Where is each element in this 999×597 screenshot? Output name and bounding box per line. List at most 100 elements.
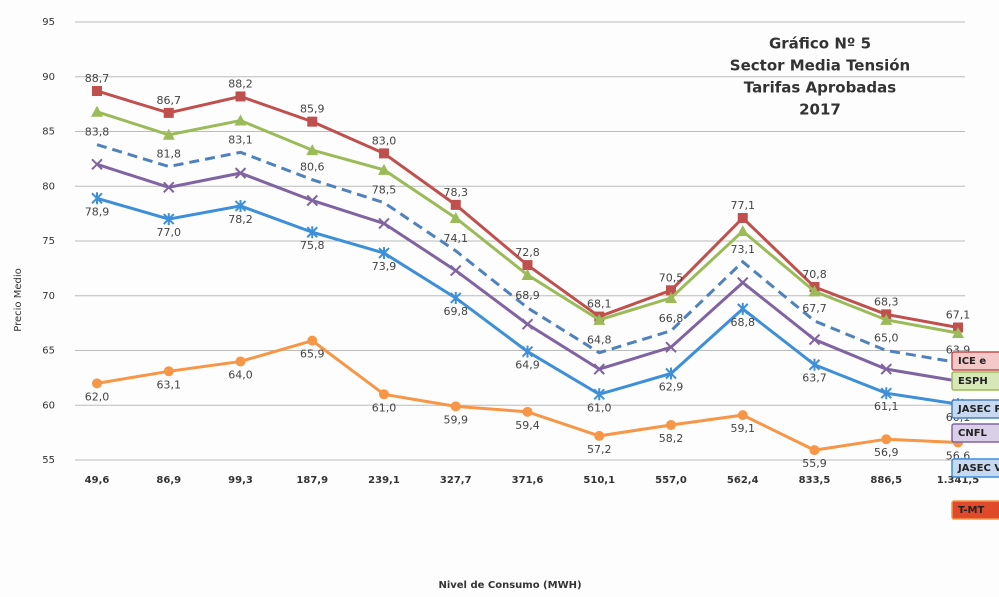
data-label: 62,9 bbox=[659, 380, 684, 393]
data-label: 83,8 bbox=[85, 126, 110, 139]
y-tick-label: 55 bbox=[42, 455, 55, 466]
marker bbox=[665, 341, 677, 353]
data-label: 65,9 bbox=[300, 348, 325, 361]
marker bbox=[162, 128, 175, 140]
marker bbox=[665, 367, 677, 380]
marker bbox=[737, 302, 749, 315]
marker bbox=[92, 378, 102, 389]
data-label: 61,0 bbox=[587, 401, 612, 414]
x-tick-label: 99,3 bbox=[228, 475, 253, 486]
data-label: 59,1 bbox=[731, 422, 756, 435]
marker bbox=[666, 419, 676, 430]
marker bbox=[379, 389, 389, 400]
marker bbox=[306, 144, 319, 156]
marker bbox=[306, 226, 318, 239]
chart-title: Sector Media Tensión bbox=[730, 57, 910, 75]
data-label: 73,9 bbox=[372, 260, 397, 273]
data-label: 63,7 bbox=[802, 372, 827, 385]
data-label: 56,9 bbox=[874, 446, 899, 459]
marker bbox=[808, 333, 821, 346]
data-label: 64,8 bbox=[587, 334, 612, 347]
legend-label: CNFL bbox=[958, 428, 988, 439]
data-label: 88,2 bbox=[228, 77, 253, 90]
marker bbox=[522, 260, 533, 271]
data-label: 64,9 bbox=[515, 359, 540, 372]
marker bbox=[809, 445, 820, 456]
marker bbox=[522, 406, 533, 417]
data-label: 74,1 bbox=[444, 232, 469, 245]
y-tick-label: 95 bbox=[42, 17, 55, 28]
data-label: 78,5 bbox=[372, 184, 397, 197]
chart-title: Tarifas Aprobadas bbox=[744, 79, 897, 97]
data-label: 62,0 bbox=[85, 390, 110, 403]
marker bbox=[666, 285, 676, 296]
x-tick-label: 371,6 bbox=[512, 475, 544, 486]
data-label: 67,7 bbox=[802, 302, 827, 315]
marker bbox=[450, 199, 461, 210]
marker bbox=[163, 107, 174, 118]
marker bbox=[307, 116, 318, 127]
chart-title: 2017 bbox=[799, 101, 841, 119]
y-tick-label: 75 bbox=[42, 236, 55, 247]
y-tick-label: 60 bbox=[42, 400, 55, 411]
x-tick-label: 557,0 bbox=[655, 475, 687, 486]
marker bbox=[593, 313, 606, 325]
legend-box bbox=[951, 399, 999, 419]
marker bbox=[163, 181, 175, 194]
data-label: 77,0 bbox=[157, 226, 182, 239]
data-label: 64,0 bbox=[228, 368, 253, 381]
data-label: 66,8 bbox=[659, 312, 684, 325]
marker bbox=[235, 356, 246, 367]
marker bbox=[808, 285, 821, 297]
series-line bbox=[96, 143, 959, 365]
data-label: 72,8 bbox=[515, 246, 540, 259]
data-label: 61,1 bbox=[874, 400, 899, 413]
marker bbox=[737, 276, 749, 289]
data-label: 57,2 bbox=[587, 443, 612, 456]
legend-box bbox=[951, 500, 999, 520]
data-label: 55,9 bbox=[802, 457, 827, 470]
data-label: 70,8 bbox=[802, 268, 827, 281]
marker bbox=[450, 291, 462, 304]
y-tick-label: 65 bbox=[42, 346, 55, 357]
x-tick-label: 327,7 bbox=[440, 475, 472, 486]
marker bbox=[307, 335, 318, 346]
marker bbox=[91, 158, 103, 171]
data-label: 85,9 bbox=[300, 103, 325, 116]
data-label: 77,1 bbox=[731, 199, 756, 212]
marker bbox=[163, 213, 175, 226]
data-label: 73,1 bbox=[731, 243, 756, 256]
marker bbox=[378, 217, 390, 230]
y-tick-label: 85 bbox=[42, 127, 55, 138]
x-tick-label: 510,1 bbox=[583, 475, 615, 486]
x-axis-label: Nivel de Consumo (MWH) bbox=[438, 580, 581, 591]
x-tick-label: 86,9 bbox=[156, 475, 181, 486]
marker bbox=[163, 366, 174, 377]
marker bbox=[521, 345, 534, 358]
marker bbox=[881, 434, 892, 445]
marker bbox=[450, 401, 461, 412]
y-tick-label: 90 bbox=[42, 72, 55, 83]
data-label: 88,7 bbox=[85, 72, 110, 85]
marker bbox=[378, 163, 390, 175]
data-label: 86,7 bbox=[157, 94, 182, 107]
data-label: 58,2 bbox=[659, 432, 684, 445]
marker bbox=[665, 291, 677, 303]
x-tick-label: 187,9 bbox=[296, 475, 328, 486]
y-axis-label: Precio Medio bbox=[13, 268, 24, 332]
marker bbox=[736, 225, 749, 237]
legend-label: JASEC Vi bbox=[957, 463, 999, 474]
marker bbox=[593, 363, 605, 375]
marker bbox=[594, 430, 605, 441]
marker bbox=[379, 148, 389, 159]
x-tick-label: 562,4 bbox=[727, 475, 759, 486]
data-label: 68,8 bbox=[731, 316, 756, 329]
data-label: 65,0 bbox=[874, 332, 899, 345]
data-label: 80,6 bbox=[300, 161, 325, 174]
legend-label: ICE e bbox=[958, 356, 986, 367]
marker bbox=[92, 85, 102, 96]
legend-box bbox=[951, 423, 999, 443]
marker bbox=[234, 167, 247, 179]
y-tick-label: 80 bbox=[42, 181, 55, 192]
